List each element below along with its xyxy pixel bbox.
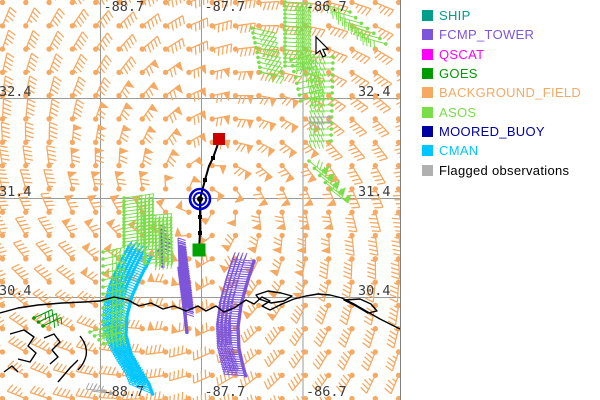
x-axis-label-bottom: -88.7 (104, 384, 145, 400)
legend-item-cman: CMAN (401, 141, 600, 160)
cluster-asos-mid-east (307, 159, 352, 204)
wind-analysis-map[interactable]: -88.7 -88.7 -87.7 -87.7 -86.7 -86.7 32.4 32.4 31… (0, 0, 401, 400)
cluster-asos-north-line (283, 0, 312, 75)
track-point-dot (203, 178, 207, 182)
track-end-marker (213, 133, 225, 145)
legend-item-flagged-observations: Flagged observations (401, 160, 600, 179)
cluster-asos-southwest (88, 324, 126, 349)
legend-label-ship: SHIP (439, 8, 471, 24)
x-axis-label-bottom: -87.7 (205, 384, 246, 400)
legend-label-goes: GOES (439, 66, 478, 82)
legend-swatch-fcmp-tower (422, 29, 433, 41)
legend-label-cman: CMAN (439, 143, 479, 159)
legend-swatch-moored-buoy (422, 125, 433, 137)
legend-item-asos: ASOS (401, 102, 600, 121)
legend-item-ship: SHIP (401, 6, 600, 25)
legend-swatch-asos (422, 106, 433, 118)
legend-item-goes: GOES (401, 64, 600, 83)
coastline (0, 290, 401, 383)
cluster-asos-west-line (122, 193, 155, 252)
cluster-flagged-obs-south (85, 382, 113, 396)
mouse-cursor-icon (315, 35, 330, 58)
legend-item-qscat: QSCAT (401, 45, 600, 64)
background-field-barbs (0, 0, 401, 400)
x-axis-label-bottom: -86.7 (306, 384, 347, 400)
cluster-asos-far-west (101, 246, 125, 342)
legend-label-moored-buoy: MOORED_BUOY (439, 123, 545, 139)
legend-label-flagged-observations: Flagged observations (439, 162, 570, 178)
legend-swatch-background-field (422, 87, 433, 99)
y-axis-label-right: 32.4 (358, 84, 391, 100)
y-axis-label-left: 32.4 (0, 84, 32, 100)
cluster-fcmp-streak-east (215, 251, 256, 378)
y-axis-label-right: 31.4 (358, 184, 391, 200)
legend-label-background-field: BACKGROUND_FIELD (439, 85, 582, 101)
track-point-dot (198, 231, 202, 235)
cluster-asos-northeast (326, 4, 388, 49)
y-axis-label-right: 30.4 (358, 283, 391, 299)
track-start-marker (192, 243, 206, 257)
cluster-flagged-obs-east (308, 115, 331, 130)
legend-label-asos: ASOS (439, 104, 477, 120)
cluster-asos-west-line-2 (142, 213, 174, 271)
y-axis-label-left: 30.4 (0, 283, 32, 299)
track-point-dot (198, 215, 202, 219)
hurricane-symbol (188, 187, 212, 211)
legend-item-background-field: BACKGROUND_FIELD (401, 83, 600, 102)
x-axis-label-top: -86.7 (306, 0, 347, 15)
track-point-dot (211, 156, 215, 160)
legend-label-qscat: QSCAT (439, 46, 485, 62)
axis-labels: -88.7 -88.7 -87.7 -87.7 -86.7 -86.7 32.4 32.4 31… (0, 0, 391, 400)
legend-swatch-goes (422, 68, 433, 80)
legend-swatch-flagged-observations (422, 164, 433, 176)
x-axis-label-top: -88.7 (104, 0, 145, 15)
legend-item-fcmp-tower: FCMP_TOWER (401, 25, 600, 44)
legend-swatch-qscat (422, 48, 433, 60)
cluster-goes-obs (32, 309, 63, 328)
legend-label-fcmp-tower: FCMP_TOWER (439, 27, 535, 43)
legend-item-moored-buoy: MOORED_BUOY (401, 122, 600, 141)
x-axis-label-top: -87.7 (205, 0, 246, 15)
legend-panel: SHIP FCMP_TOWER QSCAT GOES BACKGROUND_FIELD A… (401, 0, 600, 400)
legend-swatch-cman (422, 145, 433, 157)
y-axis-label-left: 31.4 (0, 184, 32, 200)
cluster-fcmp-streak-west (177, 237, 195, 335)
legend-swatch-ship (422, 10, 433, 22)
cluster-asos-north-fan (250, 26, 285, 85)
